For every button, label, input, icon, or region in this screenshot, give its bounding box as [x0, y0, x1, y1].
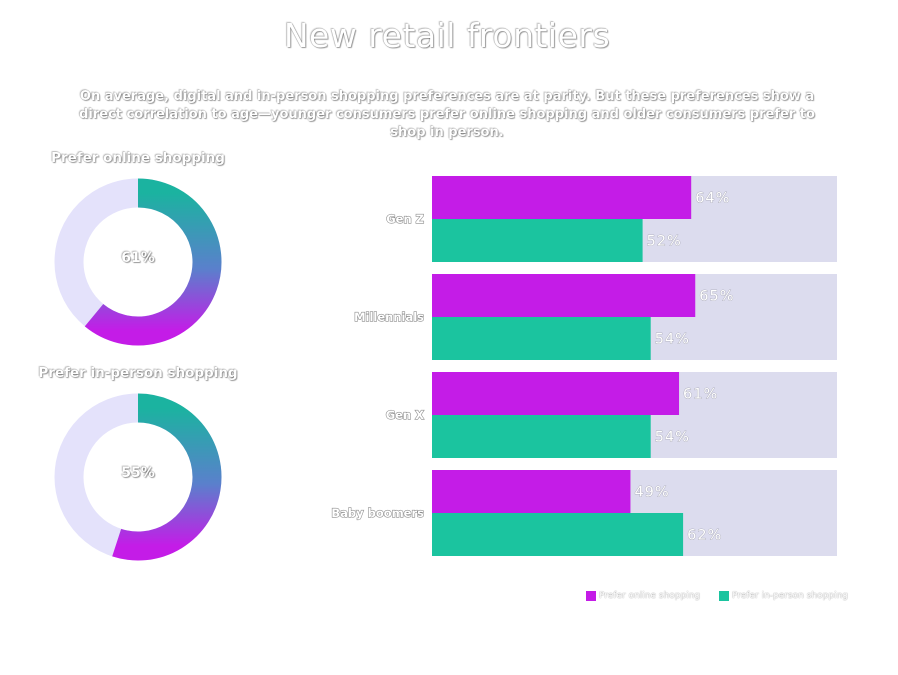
- donut-in-person: Prefer in-person shopping 55%: [30, 363, 246, 565]
- page-subtitle: On average, digital and in-person shoppi…: [79, 89, 815, 140]
- donut-in-person-chart: [54, 393, 222, 561]
- bar-in-person: [432, 219, 643, 262]
- page-title: New retail frontiers: [283, 16, 611, 55]
- legend-item-in-person: Prefer in-person shopping: [719, 590, 848, 602]
- legend-swatch-online: [586, 591, 596, 601]
- data-label: 54%: [655, 332, 690, 348]
- data-label: 61%: [683, 387, 718, 403]
- bar-in-person: [432, 317, 651, 360]
- bar-online: [432, 372, 680, 415]
- bar-online: [432, 470, 631, 513]
- category-label: Gen Z: [386, 212, 424, 226]
- donut-slice: [84, 178, 222, 346]
- category-label: Baby boomers: [331, 506, 424, 520]
- category-label: Gen X: [386, 408, 424, 422]
- donut-online-center-label: 61%: [121, 250, 155, 266]
- data-label: 64%: [695, 191, 730, 207]
- legend-swatch-in-person: [719, 591, 729, 601]
- donut-in-person-center-label: 55%: [121, 465, 155, 481]
- bar-online: [432, 176, 692, 219]
- bar-in-person: [432, 513, 684, 556]
- donut-online-title: Prefer online shopping: [51, 150, 225, 166]
- bar-in-person: [432, 415, 651, 458]
- data-label: 65%: [699, 289, 734, 305]
- legend-label-in-person: Prefer in-person shopping: [732, 591, 848, 601]
- donut-in-person-title: Prefer in-person shopping: [38, 365, 238, 381]
- category-label: Millennials: [354, 310, 424, 324]
- bar-online: [432, 274, 696, 317]
- donut-slice: [112, 393, 222, 561]
- data-label: 49%: [634, 485, 669, 501]
- legend-item-online: Prefer online shopping: [586, 590, 700, 602]
- data-label: 54%: [655, 430, 690, 446]
- donut-online: Prefer online shopping 61%: [30, 148, 246, 350]
- donut-online-chart: [54, 178, 222, 346]
- data-label: 52%: [647, 234, 682, 250]
- data-label: 62%: [687, 528, 722, 544]
- legend-label-online: Prefer online shopping: [599, 591, 701, 601]
